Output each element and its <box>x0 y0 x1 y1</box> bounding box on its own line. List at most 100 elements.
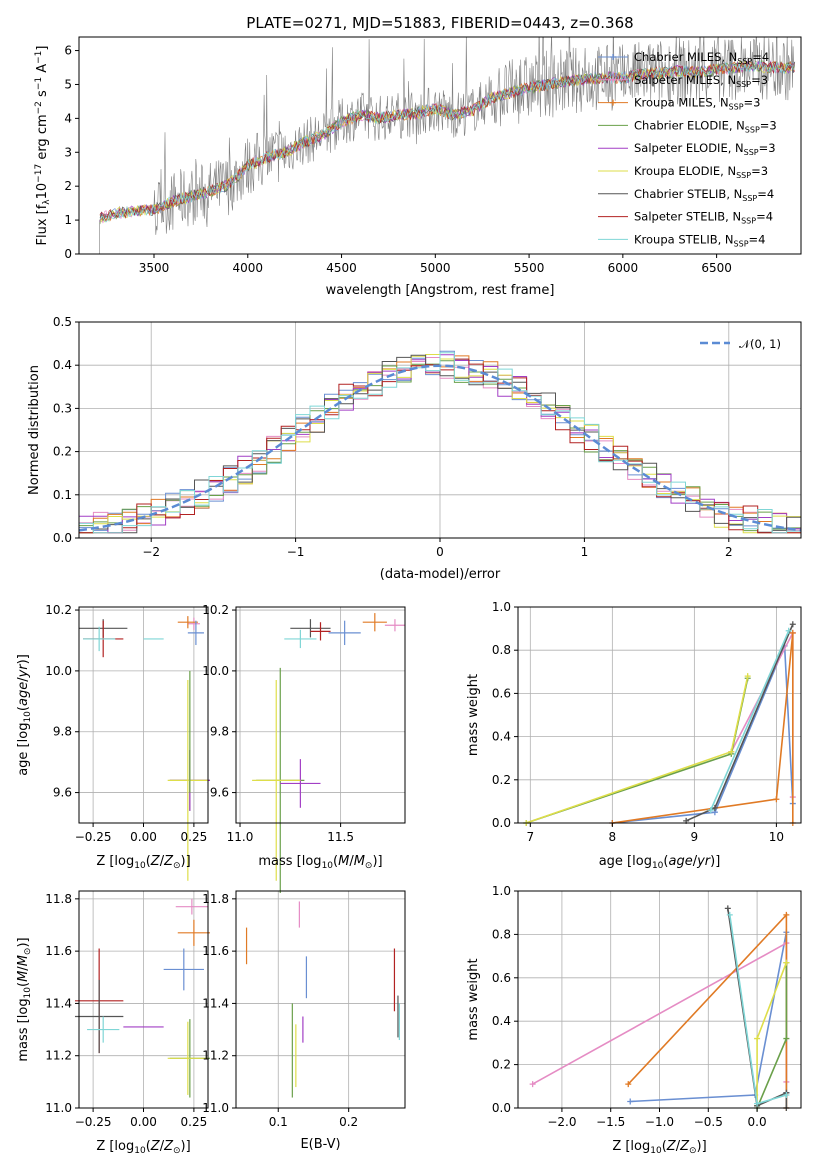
massweight_vs_Z-ytick-label: 0.8 <box>492 927 511 941</box>
massweight_vs_Z-series-point <box>754 1035 761 1042</box>
residuals-xlabel: (data-model)/error <box>380 567 501 582</box>
massweight_vs_Z-xtick-label: −1.5 <box>596 1115 625 1129</box>
age_vs_mass-plot <box>252 613 405 893</box>
mass_vs_EBV-frame <box>232 890 406 1112</box>
legend-entry-label: Kroupa ELODIE, NSSP=3 <box>634 164 768 180</box>
spectrum-ytick-label: 0 <box>64 247 72 261</box>
mass_vs_Z-ytick-label: 11.4 <box>45 996 72 1010</box>
figure-title: PLATE=0271, MJD=51883, FIBERID=0443, z=0… <box>246 14 633 32</box>
mass_vs_EBV-plot <box>245 901 400 1098</box>
mass_vs_EBV-ytick-label: 11.8 <box>202 892 229 906</box>
spectrum-ytick-label: 3 <box>64 145 72 159</box>
massweight_vs_Z-series-point <box>783 1091 790 1098</box>
spectrum-ytick-label: 2 <box>64 179 72 193</box>
massweight_vs_age-xtick-label: 10 <box>769 830 784 844</box>
spectrum-ylabel: Flux [fλ10−17 erg cm−2 s−1 A−1] <box>34 46 52 246</box>
age_vs_Z-axes <box>79 607 208 823</box>
massweight_vs_Z-frame <box>514 890 802 1112</box>
residuals-xtick-label: 2 <box>725 545 733 559</box>
age_vs_Z-ytick-label: 9.6 <box>53 786 72 800</box>
massweight_vs_age-series-point <box>785 627 792 634</box>
spectrum-frame-rect <box>78 36 802 255</box>
spectrum-model-8 <box>99 59 795 223</box>
spectrum-xtick-label: 5500 <box>514 261 545 275</box>
massweight_vs_Z-plot <box>529 905 790 1111</box>
residuals-gaussian-curve <box>78 364 802 532</box>
residuals-ylabel: Normed distribution <box>27 365 42 495</box>
spectrum-xtick-label: 3500 <box>139 261 170 275</box>
age_vs_Z-xtick-label: −0.25 <box>75 830 112 844</box>
legend-entry-label: Chabrier ELODIE, NSSP=3 <box>634 118 777 134</box>
residuals-xtick-label: −1 <box>287 545 305 559</box>
mass_vs_EBV-frame-rect <box>235 890 406 1109</box>
massweight_vs_Z-series-point <box>529 1081 536 1088</box>
age_vs_Z-plot <box>79 616 211 881</box>
age_vs_mass-frame <box>232 606 406 827</box>
massweight_vs_age-xtick-label: 8 <box>609 830 617 844</box>
age_vs_mass-xtick-label: 11.0 <box>227 830 254 844</box>
mass_vs_EBV-ytick-label: 11.6 <box>202 944 229 958</box>
mass_vs_Z-ylabel: mass [log10(M/M⊙)] <box>16 937 33 1061</box>
mass_vs_Z-plot <box>74 898 211 1098</box>
massweight_vs_Z-ytick-label: 0.4 <box>492 1014 511 1028</box>
massweight_vs_Z-series-point <box>724 905 731 912</box>
massweight_vs_Z-ylabel: mass weight <box>466 958 481 1040</box>
residuals-hist-1 <box>79 357 801 534</box>
residuals-xtick-label: 1 <box>581 545 589 559</box>
mass_vs_Z-frame <box>75 890 209 1112</box>
massweight_vs_Z-xtick-label: −0.5 <box>694 1115 723 1129</box>
massweight_vs_Z-series-point <box>627 1098 634 1105</box>
massweight_vs_age-series-point <box>744 673 751 680</box>
massweight_vs_Z-series-point <box>783 959 790 966</box>
mass_vs_EBV-axes <box>236 891 405 1109</box>
spectrum-ytick-label: 4 <box>64 111 72 125</box>
spectrum-xlabel: wavelength [Angstrom, rest frame] <box>326 283 555 298</box>
legend-entry-label: Chabrier MILES, NSSP=4 <box>634 50 769 66</box>
mass_vs_EBV-ytick-label: 11.4 <box>202 996 229 1010</box>
age_vs_mass-ytick-label: 10.0 <box>202 664 229 678</box>
massweight_vs_age-xtick-label: 9 <box>691 830 699 844</box>
massweight_vs_age-frame <box>514 606 802 827</box>
age_vs_mass-xlabel: mass [log10(M/M⊙)] <box>258 854 382 871</box>
massweight_vs_Z-xtick-label: −2.0 <box>547 1115 576 1129</box>
massweight_vs_age-ytick-label: 0.0 <box>492 816 511 830</box>
spectrum-xtick-label: 4500 <box>326 261 357 275</box>
massweight_vs_Z-series-point <box>783 1035 790 1042</box>
spectrum-xtick-label: 6500 <box>701 261 732 275</box>
massweight_vs_age-series-point <box>773 796 780 803</box>
legend-marker <box>610 99 616 106</box>
massweight_vs_age-series-line <box>612 632 794 824</box>
massweight_vs_age-series-point <box>728 748 735 755</box>
massweight_vs_Z-xtick-label: 0.0 <box>748 1115 767 1129</box>
legend-entry-label: Salpeter ELODIE, NSSP=3 <box>634 141 776 157</box>
age_vs_Z-xtick-label: 0.00 <box>130 830 157 844</box>
residuals-hist-8 <box>79 352 801 534</box>
legend-entry-label: Kroupa MILES, NSSP=3 <box>634 96 760 112</box>
massweight_vs_age-ylabel: mass weight <box>466 674 481 756</box>
residuals-ytick-label: 0.4 <box>53 358 72 372</box>
massweight_vs_age-ytick-label: 0.6 <box>492 686 511 700</box>
spectrum-ytick-label: 6 <box>64 44 72 58</box>
age_vs_mass-ytick-label: 9.8 <box>210 725 229 739</box>
residuals-frame <box>75 321 802 542</box>
massweight_vs_age-series-point <box>707 807 714 814</box>
mass_vs_Z-xtick-label: 0.25 <box>181 1115 208 1129</box>
residuals-ytick-label: 0.5 <box>53 315 72 329</box>
mass_vs_Z-axes <box>79 891 208 1109</box>
spectrum-xtick-label: 6000 <box>608 261 639 275</box>
spectrum-ytick-label: 1 <box>64 213 72 227</box>
residuals-ytick-label: 0.1 <box>53 488 72 502</box>
age_vs_mass-axes <box>236 607 405 823</box>
spectrum-plot <box>99 37 796 254</box>
massweight_vs_age-frame-rect <box>517 606 802 824</box>
spectrum-xtick-label: 4000 <box>233 261 264 275</box>
massweight_vs_age-series-line <box>612 645 794 824</box>
residuals-ytick-label: 0.3 <box>53 401 72 415</box>
mass_vs_Z-ytick-label: 11.0 <box>45 1101 72 1115</box>
massweight_vs_age-ytick-label: 1.0 <box>492 600 511 614</box>
massweight_vs_age-plot <box>523 621 796 826</box>
massweight_vs_age-axes <box>518 606 801 824</box>
massweight_vs_age-series-point <box>789 629 796 636</box>
massweight_vs_Z-series-line <box>756 962 788 1106</box>
